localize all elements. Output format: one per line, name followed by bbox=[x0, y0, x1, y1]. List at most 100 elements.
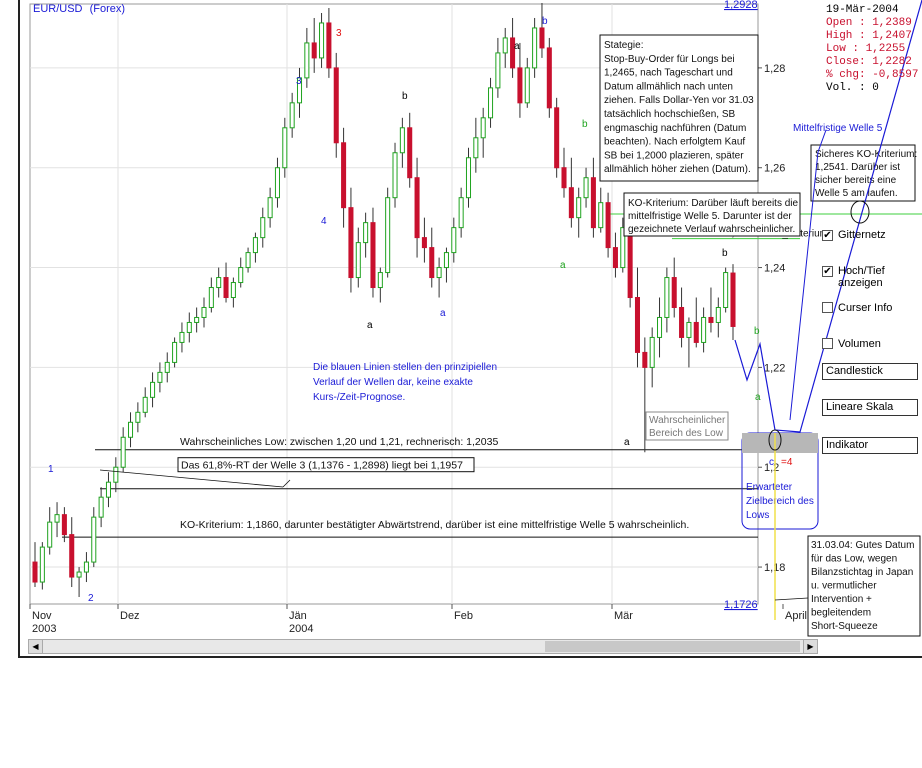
candle-body bbox=[649, 336, 655, 368]
candle-body bbox=[105, 481, 111, 498]
level-label: Das 61,8%-RT der Welle 3 (1,1376 - 1,289… bbox=[181, 460, 463, 472]
indicator-select[interactable]: Indikator bbox=[822, 437, 918, 454]
candle-body bbox=[54, 514, 60, 523]
candle-body bbox=[377, 272, 383, 289]
date-note-text: für das Low, wegen bbox=[811, 554, 897, 565]
candle-body bbox=[708, 316, 714, 323]
date-note-box bbox=[807, 535, 921, 637]
candle-body bbox=[620, 227, 626, 269]
level-label-box bbox=[177, 457, 475, 473]
candle-body bbox=[230, 282, 236, 299]
candle-body bbox=[83, 561, 89, 573]
candle-body bbox=[715, 306, 721, 323]
candle-body bbox=[296, 77, 303, 104]
prob-low-text: Bereich des Low bbox=[649, 428, 724, 439]
ohlc-chg: % chg: -0,8597 bbox=[826, 69, 919, 81]
strategy-text: tatsächlich hochschießen, SB bbox=[604, 109, 736, 120]
x-tick-label: 2004 bbox=[289, 623, 313, 635]
candle-body bbox=[127, 421, 134, 438]
chart-title: EUR/USD (Forex) bbox=[33, 3, 125, 15]
candle-body bbox=[370, 222, 376, 289]
price-chart[interactable]: Wahrscheinliches Low: zwischen 1,20 und … bbox=[0, 0, 922, 660]
window-bottom-border bbox=[18, 656, 922, 658]
candle-body bbox=[245, 252, 251, 269]
scale-select[interactable]: Lineare Skala bbox=[822, 399, 918, 416]
safe-ko-text: 1,2541. Darüber ist bbox=[815, 162, 900, 173]
level-label: KO-Kriterium: 1,1860, darunter bestätigt… bbox=[180, 519, 689, 531]
wave-label: b bbox=[754, 326, 760, 337]
candle-body bbox=[194, 316, 200, 323]
candle-body bbox=[172, 341, 178, 363]
wave-label: a bbox=[560, 260, 566, 271]
candlestick-series bbox=[32, 3, 736, 598]
date-note-text: Intervention + bbox=[811, 594, 872, 605]
candle-body bbox=[164, 361, 170, 373]
y-tick-label: 1,26 bbox=[764, 163, 785, 175]
candle-body bbox=[135, 411, 141, 423]
candle-body bbox=[142, 396, 148, 413]
wave5-arrow bbox=[789, 129, 827, 421]
candle-body bbox=[150, 381, 156, 398]
y-tick-label: 1,22 bbox=[764, 362, 785, 374]
candle-body bbox=[274, 167, 280, 199]
chart-type-select[interactable]: Candlestick bbox=[822, 363, 918, 380]
ohlc-vol: Vol. : 0 bbox=[826, 82, 879, 94]
wave-label: b bbox=[722, 248, 728, 259]
cursor-info-checkbox[interactable] bbox=[822, 302, 833, 313]
candle-body bbox=[671, 277, 677, 308]
candle-body bbox=[598, 202, 604, 229]
candle-body bbox=[304, 42, 310, 79]
date-note-text: u. vermutlicher bbox=[811, 581, 877, 592]
wave-label: 2 bbox=[88, 593, 94, 604]
candle-body bbox=[590, 177, 596, 229]
wave-label: =4 bbox=[781, 457, 793, 468]
candle-body bbox=[289, 102, 295, 129]
safe-ko-text: Welle 5 am laufen. bbox=[815, 188, 898, 199]
ohlc-high: High : 1,2407 bbox=[826, 30, 912, 42]
candle-body bbox=[473, 137, 479, 159]
candle-body bbox=[355, 242, 361, 279]
scroll-thumb[interactable] bbox=[545, 641, 800, 652]
scroll-left-arrow[interactable]: ◀ bbox=[29, 640, 43, 653]
candle-body bbox=[701, 316, 707, 343]
candle-body bbox=[723, 272, 729, 308]
candle-body bbox=[436, 267, 442, 279]
candle-body bbox=[502, 37, 508, 54]
wave-labels: 1 2 3 3 4 a b a a b b a a b b a c =4 bbox=[48, 16, 793, 604]
grid-checkbox[interactable]: ✔ bbox=[822, 230, 833, 241]
candle-body bbox=[61, 514, 67, 536]
target-text: Erwarteter bbox=[746, 482, 793, 493]
ohlc-close: Close: 1,2282 bbox=[826, 56, 912, 68]
scroll-right-arrow[interactable]: ▶ bbox=[803, 640, 817, 653]
candle-body bbox=[451, 227, 457, 254]
ko-text: mittelfristige Welle 5. Darunter ist der bbox=[628, 211, 792, 222]
wave-label: 3 bbox=[296, 76, 302, 87]
wave-label: a bbox=[624, 437, 630, 448]
market-label: (Forex) bbox=[89, 3, 126, 15]
wave-label: b bbox=[582, 119, 588, 130]
date-pointer bbox=[774, 597, 809, 601]
ohlc-low: Low : 1,2255 bbox=[826, 43, 906, 55]
candle-body bbox=[510, 37, 516, 69]
volume-checkbox[interactable] bbox=[822, 338, 833, 349]
candle-body bbox=[414, 177, 420, 239]
safe-ko-text: Sicheres KO-Kriterium: bbox=[815, 149, 917, 160]
candle-body bbox=[186, 321, 192, 333]
target-text: Zielbereich des bbox=[746, 496, 814, 507]
candle-body bbox=[561, 167, 567, 189]
candle-body bbox=[495, 52, 501, 89]
blue-lines-note: Die blauen Linien stellen den prinzipiel… bbox=[313, 362, 497, 373]
candle-body bbox=[407, 127, 413, 179]
hilo-checkbox[interactable]: ✔ bbox=[822, 266, 833, 277]
volume-label: Volumen bbox=[838, 338, 881, 350]
candle-body bbox=[392, 152, 398, 199]
candle-body bbox=[730, 272, 736, 327]
safe-ko-box bbox=[810, 144, 916, 202]
candle-body bbox=[120, 436, 126, 468]
candle-body bbox=[348, 207, 354, 279]
candle-body bbox=[627, 227, 633, 299]
horizontal-scrollbar[interactable]: ◀ ▶ bbox=[28, 639, 818, 654]
candle-body bbox=[539, 27, 545, 49]
candle-body bbox=[341, 142, 347, 209]
